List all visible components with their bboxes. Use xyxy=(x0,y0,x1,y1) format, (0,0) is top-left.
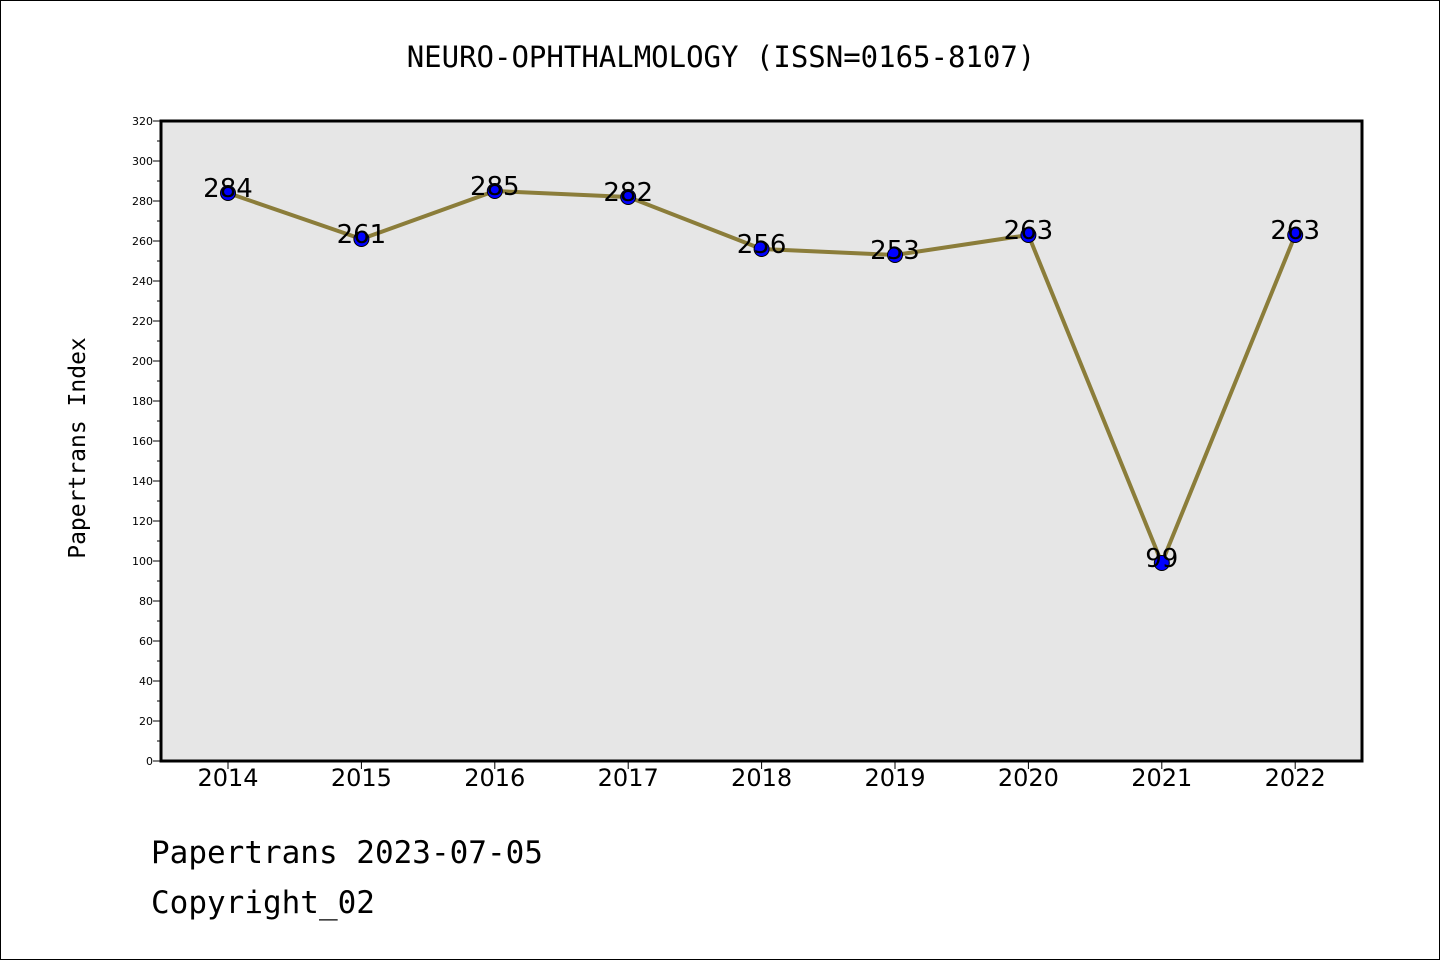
y-tick-label-0: 0 xyxy=(146,755,153,768)
y-tick-label-120: 120 xyxy=(132,515,153,528)
data-label-2018: 256 xyxy=(737,230,787,260)
y-axis: 0 20 40 60 80 100 120 140 160 180 200 220 240 260 280 3… xyxy=(132,115,161,768)
data-label-2017: 282 xyxy=(603,178,653,208)
chart-title: NEURO-OPHTHALMOLOGY (ISSN=0165-8107) xyxy=(407,40,1036,74)
x-axis: 2014 2015 2016 2017 2018 2019 2020 2021 2022 xyxy=(197,761,1326,792)
x-tick-label-2017: 2017 xyxy=(598,764,659,792)
data-point-2016 xyxy=(486,183,503,199)
data-label-2021: 99 xyxy=(1145,544,1178,574)
y-tick-label-140: 140 xyxy=(132,475,153,488)
y-tick-label-180: 180 xyxy=(132,395,153,408)
data-label-2016: 285 xyxy=(470,172,520,202)
y-tick-label-260: 260 xyxy=(132,235,153,248)
data-labels: 284 261 285 282 256 253 263 99 263 xyxy=(203,172,1320,574)
data-point-2021 xyxy=(1153,555,1170,571)
x-tick-label-2014: 2014 xyxy=(197,764,258,792)
y-tick-label-40: 40 xyxy=(139,675,153,688)
y-tick-label-220: 220 xyxy=(132,315,153,328)
x-tick-label-2020: 2020 xyxy=(998,764,1059,792)
data-point-2020 xyxy=(1020,227,1037,243)
x-tick-label-2021: 2021 xyxy=(1131,764,1192,792)
y-tick-label-160: 160 xyxy=(132,435,153,448)
data-point-2019 xyxy=(887,247,903,263)
data-label-2019: 253 xyxy=(870,236,920,266)
x-tick-label-2016: 2016 xyxy=(464,764,525,792)
data-point-2015 xyxy=(353,231,370,247)
plot-area xyxy=(159,119,1364,763)
y-tick-label-300: 300 xyxy=(132,155,153,168)
x-tick-label-2015: 2015 xyxy=(331,764,392,792)
data-label-2020: 263 xyxy=(1004,216,1054,246)
y-tick-label-100: 100 xyxy=(132,555,153,568)
data-point-2018 xyxy=(753,241,770,257)
y-tick-label-320: 320 xyxy=(132,115,153,128)
footer-date: Papertrans 2023-07-05 xyxy=(151,835,543,871)
y-tick-label-60: 60 xyxy=(139,635,153,648)
data-label-2014: 284 xyxy=(203,174,253,204)
footer-copyright: Copyright_02 xyxy=(151,885,375,921)
data-label-2022: 263 xyxy=(1270,216,1320,246)
series-papertrans-index xyxy=(220,183,1304,571)
data-label-2015: 261 xyxy=(337,220,387,250)
data-point-2022 xyxy=(1287,227,1304,243)
x-tick-label-2022: 2022 xyxy=(1265,764,1326,792)
y-tick-label-80: 80 xyxy=(139,595,153,608)
y-tick-label-20: 20 xyxy=(139,715,153,728)
y-tick-label-240: 240 xyxy=(132,275,153,288)
y-axis-label: Papertrans Index xyxy=(65,337,91,559)
x-tick-label-2019: 2019 xyxy=(864,764,925,792)
data-point-2017 xyxy=(620,189,637,205)
y-tick-label-200: 200 xyxy=(132,355,153,368)
data-point-2014 xyxy=(220,185,236,201)
y-tick-label-280: 280 xyxy=(132,195,153,208)
x-tick-label-2018: 2018 xyxy=(731,764,792,792)
